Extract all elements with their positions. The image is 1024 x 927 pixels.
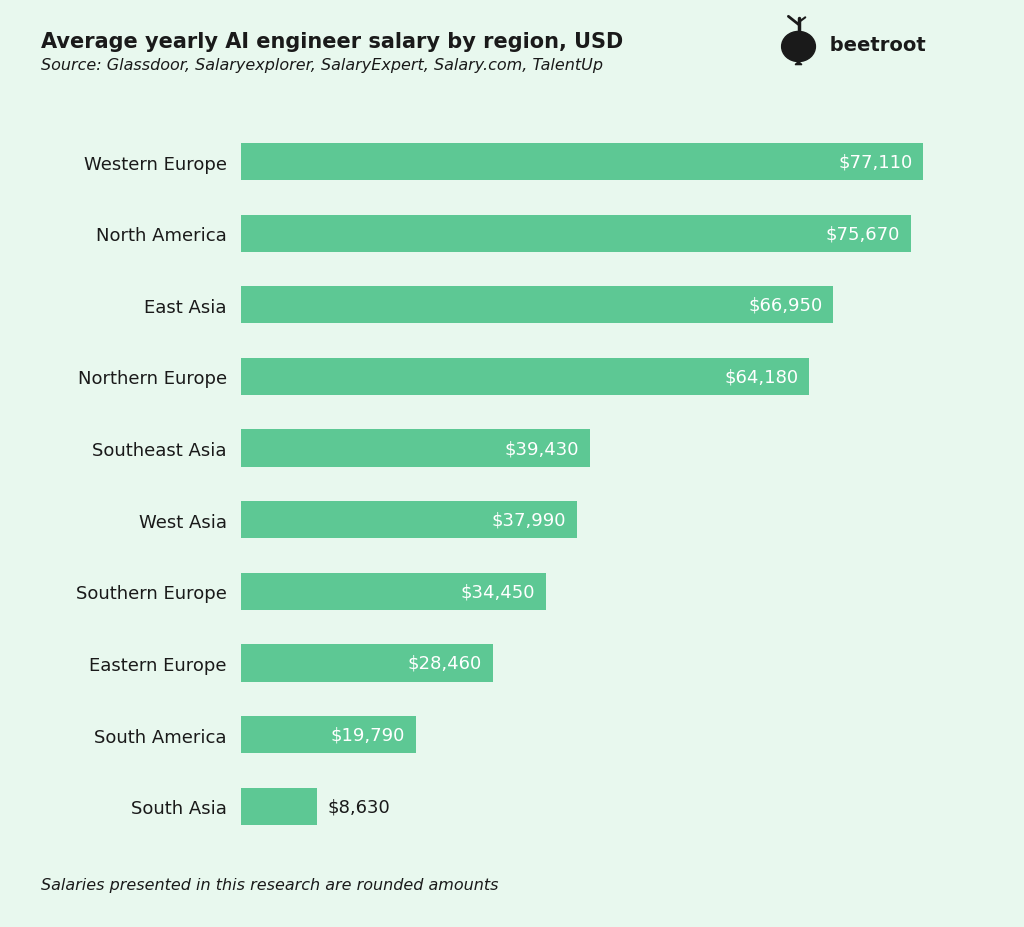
Bar bbox=[241, 573, 546, 610]
Text: $77,110: $77,110 bbox=[839, 153, 912, 171]
Bar bbox=[241, 215, 910, 252]
Bar bbox=[241, 144, 924, 181]
Bar bbox=[241, 717, 416, 754]
Text: $66,950: $66,950 bbox=[749, 297, 823, 314]
Polygon shape bbox=[795, 62, 802, 66]
Text: Salaries presented in this research are rounded amounts: Salaries presented in this research are … bbox=[41, 877, 499, 892]
Bar bbox=[241, 286, 834, 324]
Bar bbox=[241, 430, 590, 467]
Text: $75,670: $75,670 bbox=[825, 225, 900, 243]
Bar bbox=[241, 502, 578, 539]
Circle shape bbox=[781, 32, 815, 62]
Bar bbox=[241, 788, 317, 825]
Text: Source: Glassdoor, Salaryexplorer, SalaryExpert, Salary.com, TalentUp: Source: Glassdoor, Salaryexplorer, Salar… bbox=[41, 58, 603, 73]
Text: $39,430: $39,430 bbox=[505, 439, 580, 458]
Text: $37,990: $37,990 bbox=[492, 511, 566, 529]
Text: Average yearly AI engineer salary by region, USD: Average yearly AI engineer salary by reg… bbox=[41, 32, 624, 53]
Text: beetroot: beetroot bbox=[823, 36, 926, 55]
Text: $19,790: $19,790 bbox=[331, 726, 406, 743]
Text: $64,180: $64,180 bbox=[724, 368, 799, 386]
Text: $28,460: $28,460 bbox=[408, 654, 482, 672]
Text: $34,450: $34,450 bbox=[461, 583, 536, 601]
Text: $8,630: $8,630 bbox=[328, 797, 390, 816]
Bar bbox=[241, 644, 493, 682]
Bar bbox=[241, 359, 809, 396]
